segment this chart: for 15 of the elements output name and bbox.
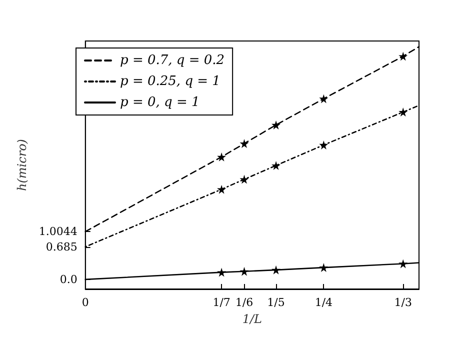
x-axis-title: 1/L: [242, 312, 262, 326]
legend-label: p = 0, q = 1: [120, 95, 200, 110]
x-tick-label: 0: [82, 296, 89, 309]
point: [272, 120, 281, 130]
legend-label: p = 0.25, q = 1: [120, 74, 220, 89]
x-tick-label: 1/5: [267, 296, 285, 309]
x-tick-label: 1/7: [212, 296, 230, 309]
y-tick-label: 0.685: [46, 240, 78, 254]
legend-label: p = 0.7, q = 0.2: [120, 53, 225, 68]
y-axis-title: h(micro): [15, 138, 29, 191]
x-tick-label: 1/3: [394, 296, 412, 309]
y-tick-label: 1.0044: [38, 225, 78, 238]
x-tick-label: 1/4: [314, 296, 333, 309]
y-tick-label: 0.0: [60, 272, 78, 286]
x-tick-label: 1/6: [235, 296, 254, 309]
